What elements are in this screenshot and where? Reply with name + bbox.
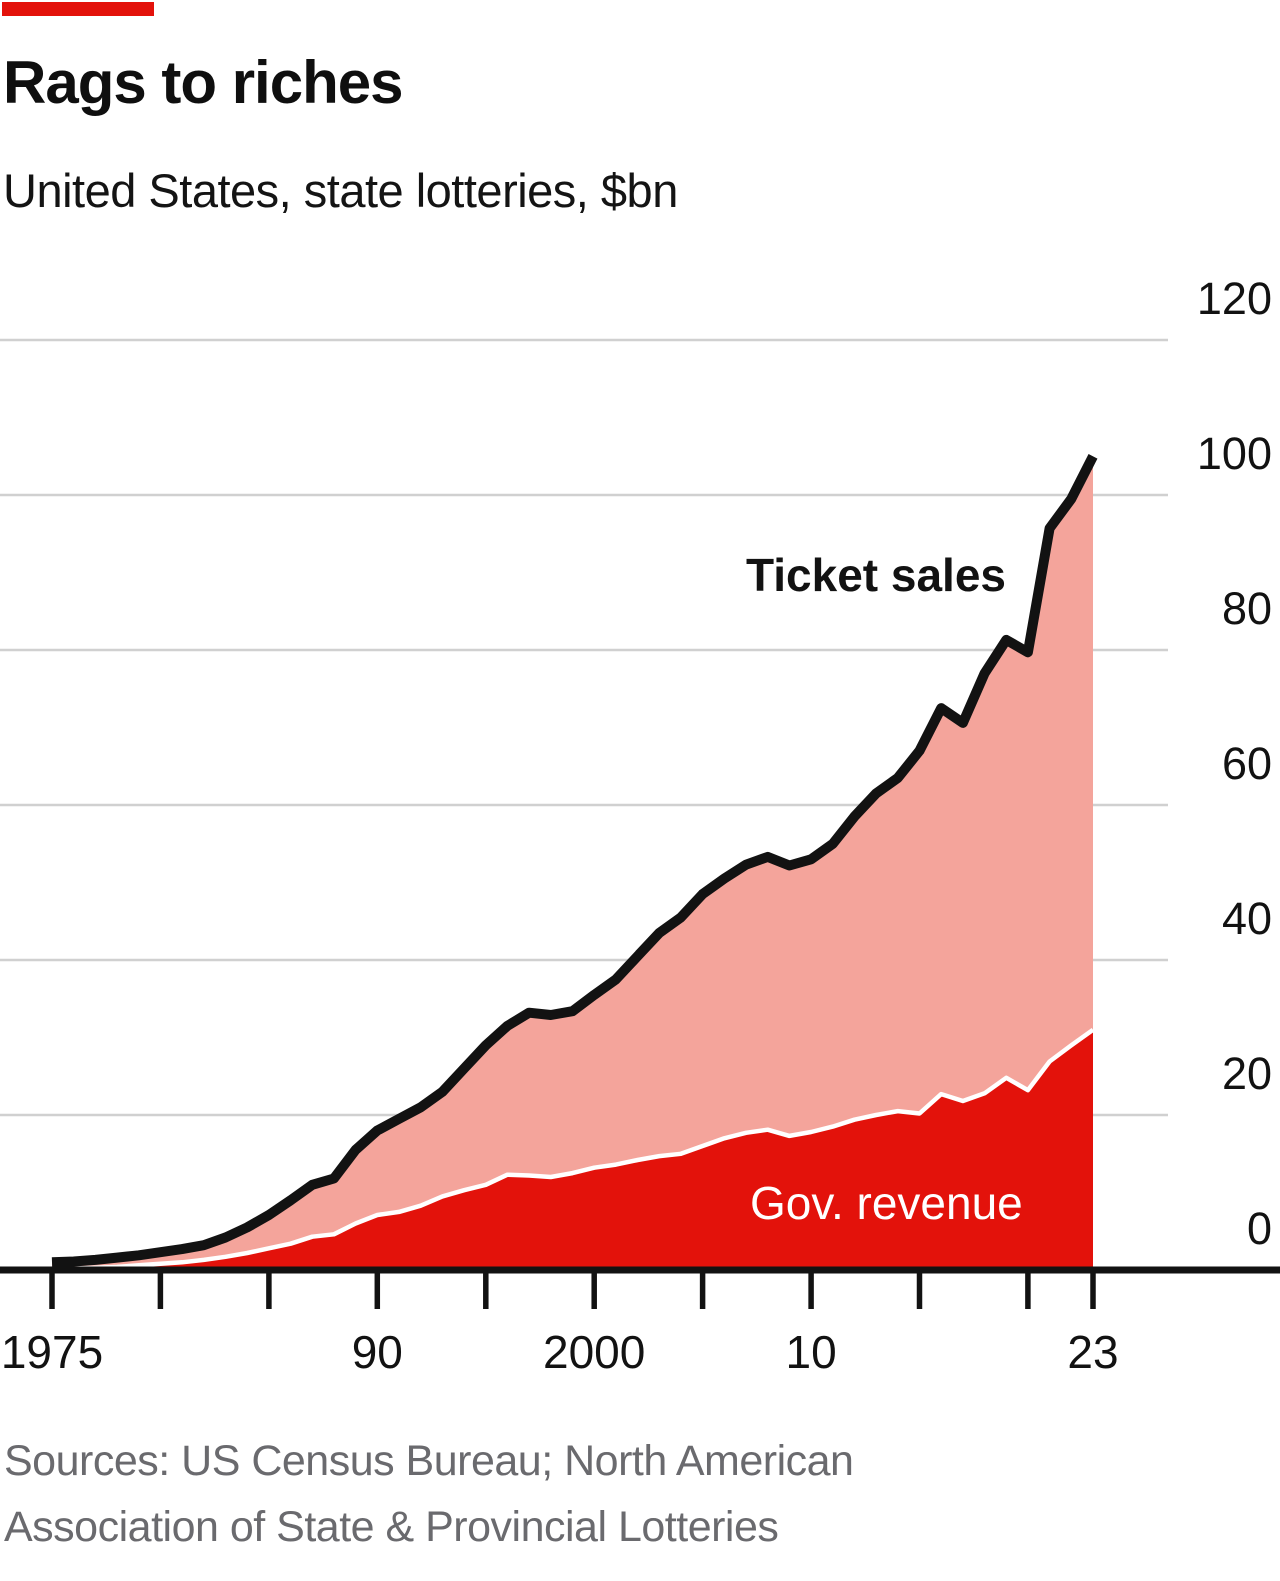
sources-line-1: Sources: US Census Bureau; North America… xyxy=(4,1437,854,1485)
y-axis-label-60: 60 xyxy=(1222,738,1272,789)
sources-note: Sources: US Census Bureau; North America… xyxy=(4,1428,854,1560)
x-axis-label-10: 10 xyxy=(786,1326,837,1378)
gov-revenue-area xyxy=(52,1029,1093,1270)
chart-subtitle: United States, state lotteries, $bn xyxy=(3,164,678,217)
x-axis-label-1975: 1975 xyxy=(1,1326,103,1378)
chart-title: Rags to riches xyxy=(3,49,403,116)
y-axis-label-40: 40 xyxy=(1222,893,1272,944)
y-axis-label-100: 100 xyxy=(1197,428,1272,479)
gov-revenue-line xyxy=(51,1027,1095,1272)
ticket-sales-line xyxy=(51,454,1098,1268)
gov-revenue-annotation: Gov. revenue xyxy=(750,1177,1023,1229)
y-axis-label-80: 80 xyxy=(1222,583,1272,634)
y-axis-label-0: 0 xyxy=(1247,1203,1272,1254)
brand-red-tab xyxy=(2,2,154,16)
y-axis-label-20: 20 xyxy=(1222,1048,1272,1099)
sources-line-2: Association of State & Provincial Lotter… xyxy=(4,1503,779,1551)
x-axis-label-23: 23 xyxy=(1067,1326,1118,1378)
ticket-sales-area xyxy=(52,456,1093,1270)
x-axis-label-2000: 2000 xyxy=(543,1326,645,1378)
y-axis-label-120: 120 xyxy=(1197,273,1272,324)
ticket-sales-annotation: Ticket sales xyxy=(746,549,1007,601)
x-axis-label-90: 90 xyxy=(352,1326,403,1378)
